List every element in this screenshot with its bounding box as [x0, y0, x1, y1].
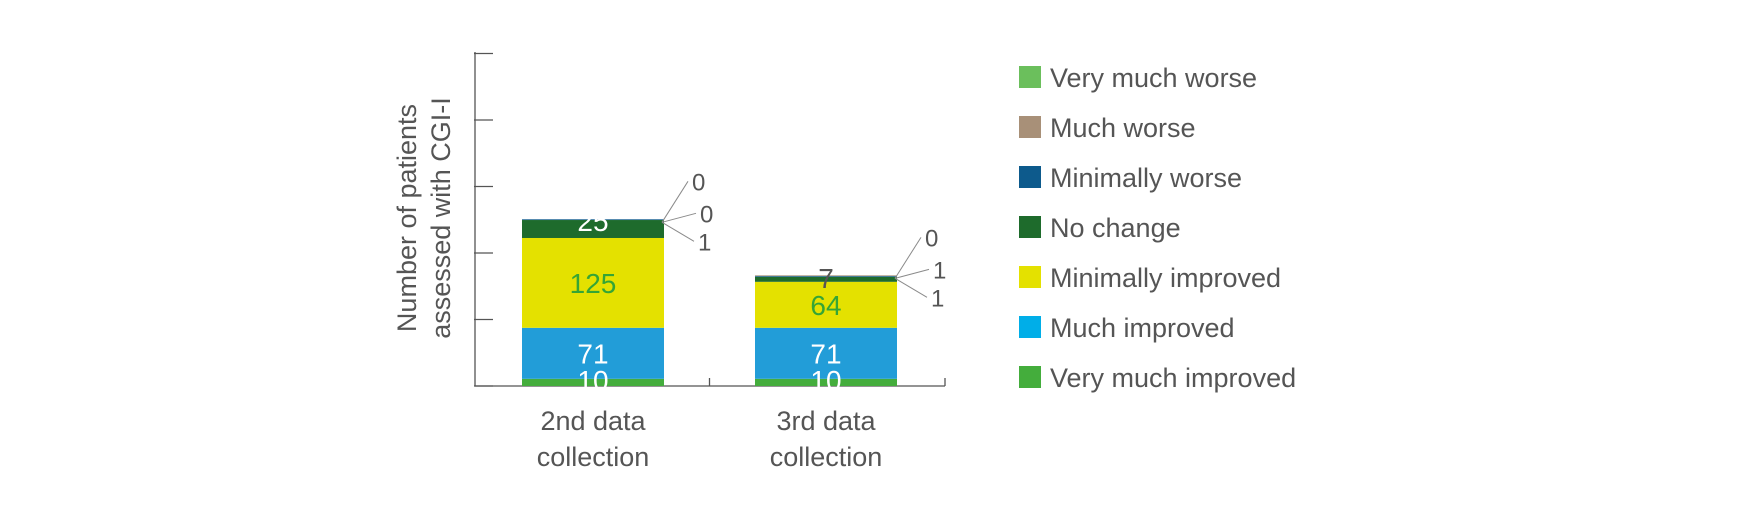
bar-segment-very-much-improved	[755, 378, 897, 386]
bar-segment-no-change	[522, 220, 664, 238]
y-axis-title: Number of patients assessed with CGI-I	[392, 97, 456, 339]
callout-value-label: 0	[925, 225, 938, 252]
bar-value-label: 64	[810, 290, 841, 321]
x-tick-label: collection	[537, 442, 650, 472]
bar-value-label: 10	[577, 365, 608, 396]
bar-segment-minimally-improved	[755, 281, 897, 328]
bars	[522, 219, 897, 386]
callout-value-label: 1	[933, 257, 946, 284]
legend-swatch	[1019, 266, 1041, 288]
bar-segment-minimally-worse	[755, 276, 897, 277]
bar-value-label: 10	[810, 365, 841, 396]
legend-label: Much improved	[1050, 313, 1235, 343]
legend-label: No change	[1050, 213, 1181, 243]
legend-swatch	[1019, 366, 1041, 388]
legend-label: Minimally worse	[1050, 163, 1242, 193]
legend-swatch	[1019, 116, 1041, 138]
x-axis-labels: 2nd data collection 3rd data collection	[537, 406, 883, 472]
x-tick-label: 3rd data	[776, 406, 876, 436]
legend-swatch	[1019, 166, 1041, 188]
callout-line	[894, 237, 922, 279]
bar-value-label: 7	[818, 263, 834, 294]
bar-segment-minimally-improved	[522, 237, 664, 328]
callout-line	[894, 268, 930, 279]
y-axis-title-line-2: assessed with CGI-I	[426, 97, 456, 339]
legend-swatch	[1019, 316, 1041, 338]
legend-label: Very much improved	[1050, 363, 1296, 393]
legend-swatch	[1019, 216, 1041, 238]
callout-value-label: 1	[698, 229, 711, 256]
legend-label: Much worse	[1050, 113, 1196, 143]
bar-value-label: 125	[570, 268, 617, 299]
legend-label: Very much worse	[1050, 63, 1257, 93]
bar-segment-very-much-improved	[522, 378, 664, 386]
bar-segment-much-improved	[522, 327, 664, 379]
bar-value-label: 71	[577, 338, 608, 369]
callout-line	[661, 181, 689, 223]
legend: Very much worse Much worse Minimally worse…	[1019, 63, 1296, 393]
bar-segment-much-improved	[755, 327, 897, 379]
bar-segment-much-worse	[755, 275, 897, 277]
legend-label: Minimally improved	[1050, 263, 1281, 293]
callout-value-label: 0	[700, 201, 713, 228]
legend-swatch	[1019, 66, 1041, 88]
x-tick-label: collection	[770, 442, 883, 472]
bar-segment-no-change	[755, 276, 897, 282]
bar-value-label: 71	[810, 338, 841, 369]
bar-value-label: 25	[577, 206, 608, 237]
callout-line	[661, 221, 695, 242]
callout-value-label: 0	[692, 169, 705, 196]
x-tick-label: 2nd data	[540, 406, 646, 436]
callout-line	[661, 212, 697, 223]
callout-line	[894, 277, 928, 298]
callout-value-label: 1	[931, 285, 944, 312]
bar-segment-minimally-worse	[522, 219, 664, 221]
y-axis-title-line-1: Number of patients	[392, 104, 422, 332]
